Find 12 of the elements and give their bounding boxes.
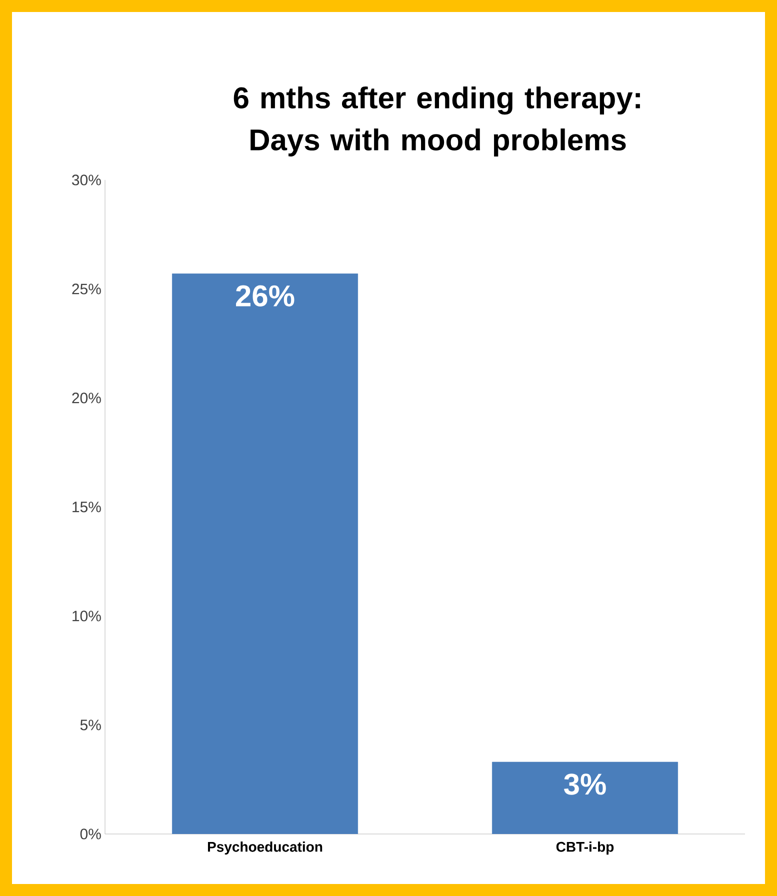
y-tick-label: 30% (72, 174, 101, 186)
y-tick-label: 5% (80, 720, 101, 730)
x-tick-label: CBT-i-bp (556, 842, 614, 855)
chart-title: 6 mths after ending therapy: Days with mood problems (234, 86, 640, 156)
data-label: 26% (236, 285, 294, 307)
y-tick-label: 15% (72, 502, 101, 512)
x-tick-label: Psychoeducation (208, 842, 322, 855)
y-tick-label: 0% (80, 828, 101, 840)
y-tick-label: 20% (72, 392, 101, 404)
y-tick-label: 25% (72, 284, 101, 294)
y-tick-label: 10% (72, 610, 101, 622)
data-label: 3% (564, 774, 606, 795)
